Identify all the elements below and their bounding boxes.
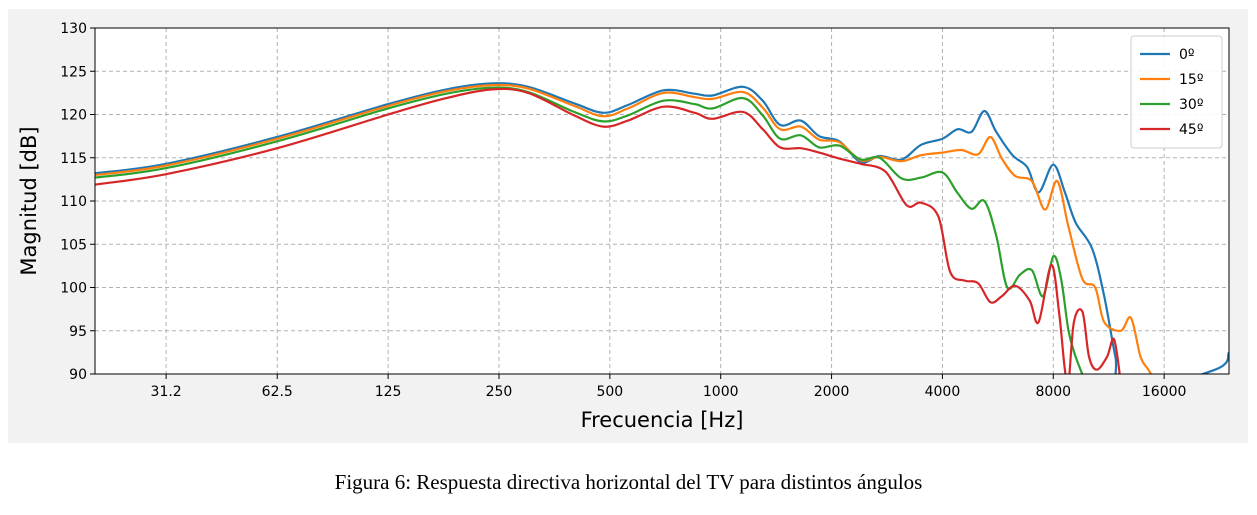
figure-caption: Figura 6: Respuesta directiva horizontal… [334,470,923,494]
legend-label: 30º [1179,97,1203,113]
y-tick-label: 100 [60,281,87,297]
figure-panel: 31.2 62.5 125 250 500 1000 2000 4000 8000 16000 90… [8,9,1248,443]
x-tick-label: 1000 [703,384,739,400]
y-tick-label: 110 [60,194,87,210]
x-tick-label: 500 [596,384,623,400]
y-tick-label: 115 [60,151,87,167]
x-tick-label: 16000 [1142,384,1187,400]
x-tick-label: 2000 [814,384,850,400]
x-tick-label: 31.2 [151,384,182,400]
y-tick-label: 95 [69,324,87,340]
x-tick-label: 250 [486,384,513,400]
y-tick-label: 130 [60,21,87,37]
x-axis-label: Frecuencia [Hz] [581,408,744,432]
legend-label: 15º [1179,72,1203,88]
legend-label: 45º [1179,122,1203,138]
y-tick-label: 105 [60,237,87,253]
y-tick-label: 125 [60,64,87,80]
series-line-0 [95,82,1229,374]
line-chart: 31.2 62.5 125 250 500 1000 2000 4000 8000 16000 90… [17,21,1230,432]
x-tick-label: 4000 [925,384,961,400]
legend-label: 0º [1179,47,1195,63]
y-tick-label: 90 [69,367,87,383]
x-tick-label: 125 [375,384,402,400]
ticks: 31.2 62.5 125 250 500 1000 2000 4000 8000 16000 90… [60,21,1186,400]
y-tick-label: 120 [60,108,87,124]
series-lines [95,82,1229,374]
legend: 0º 15º 30º 45º [1130,35,1223,149]
legend-box [1130,35,1223,149]
y-axis-label: Magnitud [dB] [17,126,41,275]
x-tick-label: 62.5 [262,384,293,400]
series-line-3 [95,87,1121,374]
x-tick-label: 8000 [1035,384,1071,400]
